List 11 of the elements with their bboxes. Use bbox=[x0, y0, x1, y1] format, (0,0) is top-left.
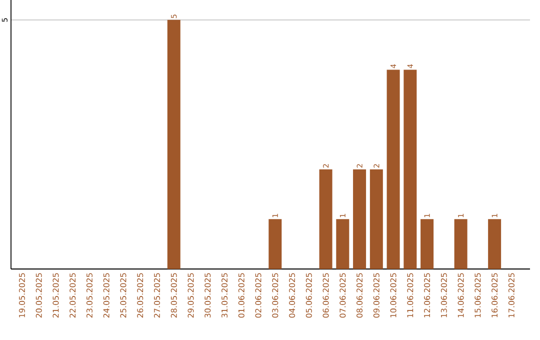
bar bbox=[167, 20, 180, 269]
bar bbox=[386, 70, 400, 269]
bar bbox=[319, 169, 332, 269]
bar bbox=[268, 219, 282, 269]
bar bbox=[420, 219, 434, 269]
bar bbox=[488, 219, 502, 269]
bar bbox=[353, 169, 366, 269]
bar bbox=[404, 70, 417, 269]
bar bbox=[454, 219, 468, 269]
bar bbox=[336, 219, 350, 269]
bar bbox=[370, 169, 383, 269]
